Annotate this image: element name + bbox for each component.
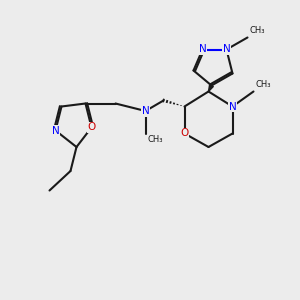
- Text: CH₃: CH₃: [255, 80, 271, 89]
- Text: CH₃: CH₃: [148, 135, 164, 144]
- Text: N: N: [52, 125, 59, 136]
- Polygon shape: [208, 85, 213, 92]
- Text: N: N: [199, 44, 206, 55]
- Text: N: N: [229, 101, 236, 112]
- Text: N: N: [142, 106, 149, 116]
- Text: N: N: [223, 44, 230, 55]
- Text: CH₃: CH₃: [249, 26, 265, 35]
- Text: O: O: [180, 128, 189, 139]
- Text: O: O: [87, 122, 96, 133]
